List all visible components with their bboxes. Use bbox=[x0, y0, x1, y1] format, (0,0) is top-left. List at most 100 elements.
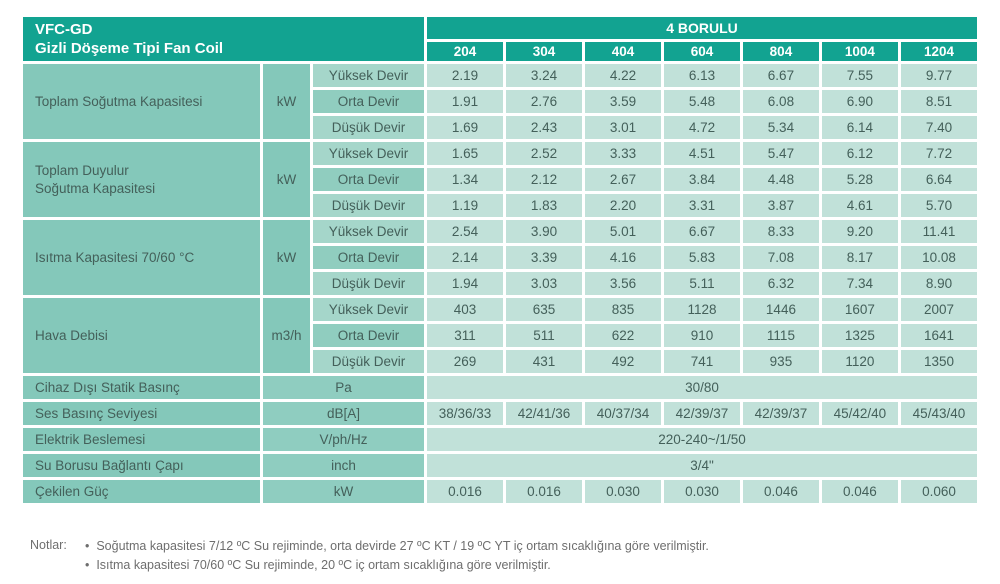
value-cell: 45/42/40 bbox=[821, 402, 898, 425]
value-cell: 11.41 bbox=[900, 220, 977, 243]
value-cell: 40/37/34 bbox=[584, 402, 661, 425]
model-header-304: 304 bbox=[506, 42, 582, 61]
value-cell: 0.046 bbox=[742, 480, 819, 503]
value-cell: 3.33 bbox=[584, 142, 661, 165]
value-cell: 2.54 bbox=[427, 220, 503, 243]
notes-label: Notlar: bbox=[30, 538, 67, 552]
value-cell: 7.72 bbox=[900, 142, 977, 165]
speed-label: Orta Devir bbox=[313, 246, 425, 269]
value-cell: 935 bbox=[742, 350, 819, 373]
speed-label: Yüksek Devir bbox=[313, 142, 425, 165]
value-cell: 9.77 bbox=[900, 64, 977, 87]
value-cell: 3.56 bbox=[584, 272, 661, 295]
value-cell: 3.59 bbox=[584, 90, 661, 113]
value-cell: 1641 bbox=[900, 324, 977, 347]
value-cell: 1128 bbox=[663, 298, 740, 321]
value-cell: 269 bbox=[427, 350, 503, 373]
value-cell: 910 bbox=[663, 324, 740, 347]
value-cell: 2.67 bbox=[584, 168, 661, 191]
value-cell: 2.19 bbox=[427, 64, 503, 87]
group-label-0: Toplam Soğutma Kapasitesi bbox=[23, 64, 260, 139]
value-cell: 492 bbox=[584, 350, 661, 373]
value-cell: 5.83 bbox=[663, 246, 740, 269]
row-label-3: Su Borusu Bağlantı Çapı bbox=[23, 454, 260, 477]
value-cell: 10.08 bbox=[900, 246, 977, 269]
speed-label: Düşük Devir bbox=[313, 350, 425, 373]
speed-label: Düşük Devir bbox=[313, 194, 425, 217]
value-cell: 1607 bbox=[821, 298, 898, 321]
value-cell: 6.14 bbox=[821, 116, 898, 139]
value-cell: 622 bbox=[584, 324, 661, 347]
notes-list: Soğutma kapasitesi 7/12 ºC Su rejiminde,… bbox=[85, 538, 709, 576]
value-cell: 7.08 bbox=[742, 246, 819, 269]
value-cell: 42/41/36 bbox=[506, 402, 582, 425]
value-cell: 8.17 bbox=[821, 246, 898, 269]
row-unit-4: kW bbox=[263, 480, 425, 503]
value-cell: 6.08 bbox=[742, 90, 819, 113]
value-cell: 4.51 bbox=[663, 142, 740, 165]
value-cell: 2007 bbox=[900, 298, 977, 321]
speed-label: Yüksek Devir bbox=[313, 64, 425, 87]
value-cell: 3.31 bbox=[663, 194, 740, 217]
value-cell: 4.72 bbox=[663, 116, 740, 139]
value-cell: 8.33 bbox=[742, 220, 819, 243]
value-cell: 1.19 bbox=[427, 194, 503, 217]
value-cell: 4.22 bbox=[584, 64, 661, 87]
value-cell: 1.34 bbox=[427, 168, 503, 191]
speed-label: Yüksek Devir bbox=[313, 298, 425, 321]
value-cell: 635 bbox=[506, 298, 582, 321]
value-cell: 7.40 bbox=[900, 116, 977, 139]
value-cell: 0.016 bbox=[506, 480, 582, 503]
value-cell: 2.76 bbox=[506, 90, 582, 113]
value-cell: 7.34 bbox=[821, 272, 898, 295]
speed-label: Orta Devir bbox=[313, 90, 425, 113]
value-cell: 6.90 bbox=[821, 90, 898, 113]
value-cell: 2.20 bbox=[584, 194, 661, 217]
value-cell: 4.16 bbox=[584, 246, 661, 269]
value-cell: 1.94 bbox=[427, 272, 503, 295]
value-cell: 4.61 bbox=[821, 194, 898, 217]
footnotes: Notlar: Soğutma kapasitesi 7/12 ºC Su re… bbox=[30, 538, 980, 576]
value-cell: 3.84 bbox=[663, 168, 740, 191]
value-cell: 42/39/37 bbox=[742, 402, 819, 425]
table-title: VFC-GD Gizli Döşeme Tipi Fan Coil bbox=[23, 17, 425, 61]
group-unit-3: m3/h bbox=[263, 298, 310, 373]
row-label-4: Çekilen Güç bbox=[23, 480, 260, 503]
row-unit-2: V/ph/Hz bbox=[263, 428, 425, 451]
value-cell: 6.13 bbox=[663, 64, 740, 87]
value-cell: 0.016 bbox=[427, 480, 503, 503]
value-cell: 5.01 bbox=[584, 220, 661, 243]
value-cell: 5.70 bbox=[900, 194, 977, 217]
value-cell: 0.060 bbox=[900, 480, 977, 503]
value-cell: 6.67 bbox=[663, 220, 740, 243]
model-header-204: 204 bbox=[427, 42, 503, 61]
value-cell: 311 bbox=[427, 324, 503, 347]
value-cell: 2.52 bbox=[506, 142, 582, 165]
model-header-404: 404 bbox=[584, 42, 661, 61]
value-cell: 2.12 bbox=[506, 168, 582, 191]
value-cell: 0.030 bbox=[663, 480, 740, 503]
speed-label: Düşük Devir bbox=[313, 272, 425, 295]
value-cell: 42/39/37 bbox=[663, 402, 740, 425]
speed-label: Orta Devir bbox=[313, 324, 425, 347]
value-cell: 3.39 bbox=[506, 246, 582, 269]
group-label-2: Isıtma Kapasitesi 70/60 °C bbox=[23, 220, 260, 295]
group-unit-1: kW bbox=[263, 142, 310, 217]
model-header-604: 604 bbox=[663, 42, 740, 61]
value-cell: 1325 bbox=[821, 324, 898, 347]
span-value-cell: 220-240~/1/50 bbox=[427, 428, 977, 451]
value-cell: 3.24 bbox=[506, 64, 582, 87]
value-cell: 6.32 bbox=[742, 272, 819, 295]
row-unit-3: inch bbox=[263, 454, 425, 477]
value-cell: 1115 bbox=[742, 324, 819, 347]
model-header-1204: 1204 bbox=[900, 42, 977, 61]
value-cell: 1120 bbox=[821, 350, 898, 373]
note-item-2: Isıtma kapasitesi 70/60 ºC Su rejiminde,… bbox=[85, 557, 709, 573]
group-label-1: Toplam Duyulur Soğutma Kapasitesi bbox=[23, 142, 260, 217]
span-value-cell: 3/4" bbox=[427, 454, 977, 477]
value-cell: 5.34 bbox=[742, 116, 819, 139]
value-cell: 2.14 bbox=[427, 246, 503, 269]
speed-label: Düşük Devir bbox=[313, 116, 425, 139]
value-cell: 6.64 bbox=[900, 168, 977, 191]
value-cell: 6.12 bbox=[821, 142, 898, 165]
